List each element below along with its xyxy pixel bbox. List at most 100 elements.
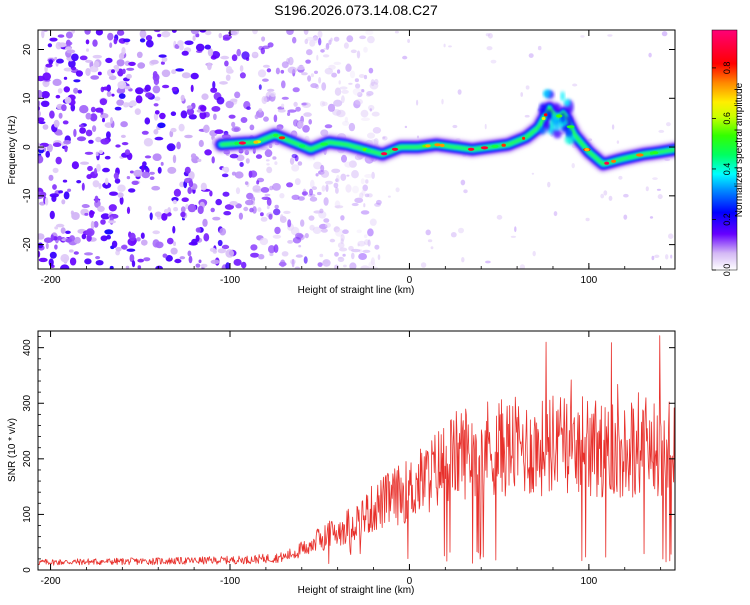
spectrogram-noise-blob bbox=[89, 113, 98, 122]
spectrogram-noise-blob bbox=[323, 218, 330, 223]
spectrogram-noise-blob bbox=[84, 252, 93, 256]
spectrogram-noise-blob bbox=[163, 208, 170, 214]
spectrogram-noise-blob bbox=[180, 94, 185, 102]
spectrogram-noise-blob bbox=[144, 117, 151, 125]
spectrogram-noise-blob bbox=[145, 35, 153, 41]
spectrogram-x-tick-label: 100 bbox=[581, 275, 598, 286]
spectrogram-noise-blob bbox=[654, 254, 660, 258]
spectrogram-noise-blob bbox=[266, 166, 273, 174]
spectrogram-noise-blob bbox=[175, 68, 185, 72]
spectrogram-noise-blob bbox=[154, 211, 162, 218]
spectrogram-noise-blob bbox=[225, 74, 231, 81]
snr-series-line bbox=[38, 335, 675, 566]
spectrogram-noise-blob bbox=[64, 96, 72, 104]
spectrogram-noise-blob bbox=[119, 196, 124, 205]
spectrogram-noise-blob bbox=[214, 129, 224, 134]
spectrogram-noise-blob bbox=[261, 36, 266, 42]
spectrogram-noise-blob bbox=[71, 161, 79, 170]
spectrogram-noise-blob bbox=[113, 172, 119, 180]
spectrogram-noise-blob bbox=[54, 244, 58, 250]
spectrogram-noise-blob bbox=[395, 187, 400, 193]
spectrogram-noise-blob bbox=[280, 69, 285, 74]
spectrogram-noise-blob bbox=[272, 156, 277, 160]
spectrogram-noise-blob bbox=[94, 195, 99, 203]
spectrogram-noise-blob bbox=[181, 72, 191, 79]
spectrogram-noise-blob bbox=[120, 134, 126, 138]
spectrogram-noise-blob bbox=[307, 75, 312, 82]
spectrogram-noise-blob bbox=[572, 83, 578, 87]
spectrogram-noise-blob bbox=[85, 112, 92, 120]
spectrogram-hotspot bbox=[604, 161, 610, 165]
spectrogram-noise-blob bbox=[126, 73, 132, 79]
spectrogram-noise-blob bbox=[252, 30, 258, 35]
spectrogram-noise-blob bbox=[157, 166, 162, 174]
spectrogram-noise-blob bbox=[336, 174, 340, 183]
spectrogram-noise-blob bbox=[38, 145, 45, 151]
spectrogram-noise-blob bbox=[339, 247, 348, 252]
spectrogram-noise-blob bbox=[155, 265, 163, 269]
spectrogram-noise-blob bbox=[616, 140, 620, 144]
spectrogram-noise-blob bbox=[67, 188, 72, 192]
spectrogram-noise-blob bbox=[608, 195, 613, 201]
spectrogram-noise-blob bbox=[88, 139, 94, 144]
spectrogram-noise-blob bbox=[57, 88, 63, 94]
spectrogram-noise-blob bbox=[292, 87, 300, 93]
spectrogram-peak-blob bbox=[560, 91, 565, 102]
spectrogram-noise-blob bbox=[139, 38, 146, 43]
spectrogram-noise-blob bbox=[291, 153, 298, 159]
spectrogram-x-ticks: -200 -100 0 100 bbox=[41, 30, 662, 286]
spectrogram-noise-blob bbox=[321, 185, 326, 192]
spectrogram-noise-blob bbox=[334, 251, 339, 257]
spectrogram-noise-blob bbox=[306, 36, 315, 41]
colorbar-frame bbox=[711, 29, 738, 271]
spectrogram-hotspot bbox=[298, 144, 306, 148]
spectrogram-noise-blob bbox=[267, 42, 274, 48]
spectrogram-noise-blob bbox=[341, 154, 347, 163]
spectrogram-noise-blob bbox=[345, 184, 352, 193]
spectrogram-noise-blob bbox=[133, 169, 143, 177]
spectrogram-peak-blob bbox=[543, 89, 552, 98]
spectrogram-noise-blob bbox=[303, 30, 309, 35]
spectrogram-noise-blob bbox=[293, 101, 298, 107]
spectrogram-noise-blob bbox=[289, 157, 295, 165]
spectrogram-noise-blob bbox=[136, 51, 143, 58]
spectrogram-noise-blob bbox=[104, 229, 114, 235]
spectrogram-noise-blob bbox=[217, 239, 223, 247]
spectrogram-noise-blob bbox=[281, 103, 285, 109]
spectrogram-noise-blob bbox=[236, 48, 241, 57]
spectrogram-noise-blob bbox=[102, 86, 111, 91]
spectrogram-noise-blob bbox=[141, 164, 145, 173]
spectrogram-noise-blob bbox=[458, 227, 464, 234]
spectrogram-noise-blob bbox=[425, 229, 431, 236]
spectrogram-noise-blob bbox=[571, 163, 575, 169]
spectrogram-noise-blob bbox=[333, 226, 340, 233]
spectrogram-noise-blob bbox=[84, 212, 89, 216]
spectrogram-noise-blob bbox=[221, 244, 230, 250]
spectrogram-noise-blob bbox=[361, 117, 370, 121]
spectrogram-noise-blob bbox=[234, 91, 241, 99]
spectrogram-noise-blob bbox=[334, 205, 344, 209]
spectrogram-noise-blob bbox=[81, 182, 85, 191]
spectrogram-noise-blob bbox=[212, 81, 216, 89]
spectrogram-noise-blob bbox=[68, 59, 76, 68]
spectrogram-noise-blob bbox=[263, 116, 269, 122]
spectrogram-noise-blob bbox=[84, 258, 92, 265]
spectrogram-noise-blob bbox=[303, 112, 312, 117]
spectrogram-noise-blob bbox=[305, 102, 309, 106]
spectrogram-noise-blob bbox=[309, 196, 318, 202]
spectrogram-noise-blob bbox=[100, 235, 108, 242]
spectrogram-noise-blob bbox=[368, 67, 374, 74]
spectrogram-noise-blob bbox=[288, 56, 294, 66]
spectrogram-noise-blob bbox=[365, 179, 369, 184]
spectrogram-hotspot bbox=[425, 144, 431, 148]
spectrogram-noise-blob bbox=[339, 86, 348, 90]
spectrogram-noise-blob bbox=[93, 61, 100, 68]
spectrogram-noise-blob bbox=[63, 76, 68, 80]
spectrogram-noise-blob bbox=[145, 92, 153, 98]
spectrogram-noise-blob bbox=[333, 182, 339, 189]
spectrogram-noise-blob bbox=[79, 124, 84, 128]
spectrogram-frame bbox=[37, 29, 676, 270]
spectrogram-noise-blob bbox=[144, 84, 151, 92]
spectrogram-noise-blob bbox=[369, 218, 377, 226]
spectrogram-noise-blob bbox=[85, 68, 91, 76]
